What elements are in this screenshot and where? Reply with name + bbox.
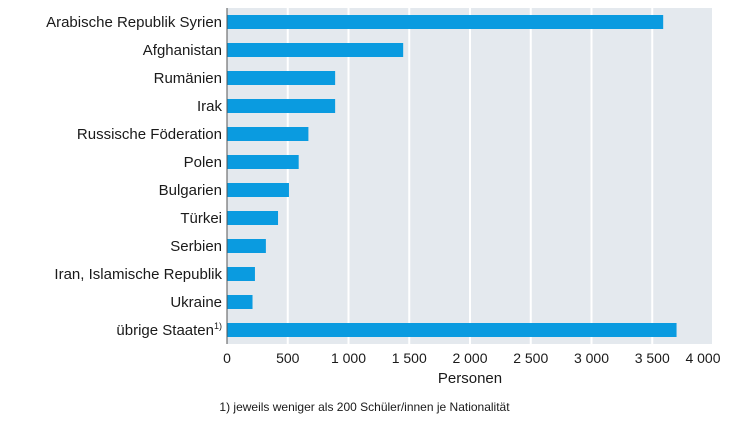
category-label: übrige Staaten1) <box>116 321 222 339</box>
category-label: Ukraine <box>170 294 222 311</box>
x-tick-label: 2 000 <box>452 350 487 366</box>
gridlines <box>286 8 714 344</box>
category-label: Rumänien <box>154 70 222 87</box>
category-label: Arabische Republik Syrien <box>46 14 222 31</box>
x-tick-labels: 0 500 1 000 1 500 2 000 2 500 3 000 3 500 4 000 <box>223 350 721 366</box>
x-tick-label: 2 500 <box>513 350 548 366</box>
category-label: Irak <box>197 98 223 115</box>
category-label: Türkei <box>180 210 222 227</box>
category-label: Afghanistan <box>143 42 222 59</box>
bar <box>227 155 299 169</box>
x-tick-label: 500 <box>276 350 300 366</box>
bar <box>227 267 255 281</box>
bars <box>227 15 677 337</box>
bar <box>227 71 336 85</box>
x-tick-label: 0 <box>223 350 231 366</box>
bar <box>227 211 279 225</box>
bar <box>227 239 266 253</box>
footnote: 1) jeweils weniger als 200 Schüler/innen… <box>219 400 510 414</box>
footnote-marker: 1) <box>214 321 222 331</box>
x-tick-label: 1 000 <box>331 350 366 366</box>
category-label: Russische Föderation <box>77 126 222 143</box>
bar <box>227 323 677 337</box>
bar <box>227 127 309 141</box>
x-tick-label: 3 500 <box>635 350 670 366</box>
category-label: Iran, Islamische Republik <box>54 266 222 283</box>
category-label: Bulgarien <box>159 182 222 199</box>
bar <box>227 183 289 197</box>
bar-chart: Arabische Republik Syrien Afghanistan Rumä… <box>46 8 721 387</box>
category-labels: Arabische Republik Syrien Afghanistan Rumä… <box>46 14 222 339</box>
x-tick-label: 1 500 <box>392 350 427 366</box>
bar <box>227 295 253 309</box>
x-axis-title: Personen <box>438 370 502 387</box>
bar <box>227 43 404 57</box>
x-tick-label: 3 000 <box>574 350 609 366</box>
category-label: Serbien <box>170 238 222 255</box>
x-tick-label: 4 000 <box>685 350 720 366</box>
bar <box>227 15 664 29</box>
bar <box>227 99 336 113</box>
category-label: Polen <box>184 154 222 171</box>
